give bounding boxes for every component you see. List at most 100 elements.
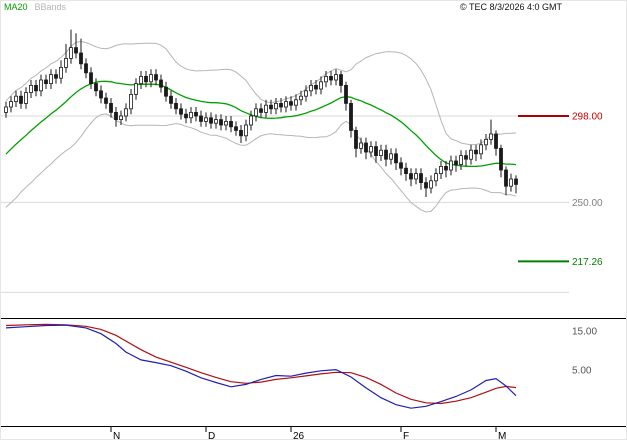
- candle-body: [204, 117, 208, 122]
- candle-body: [474, 149, 478, 155]
- candle-body: [514, 178, 518, 185]
- x-axis-tick-label: M: [498, 431, 506, 440]
- candle-body: [399, 162, 403, 169]
- candle-body: [404, 167, 408, 174]
- candle-body: [479, 144, 483, 155]
- candle-body: [189, 112, 193, 119]
- candle-body: [239, 129, 243, 137]
- candle-body: [14, 95, 18, 102]
- candle-body: [424, 182, 428, 189]
- candle-body: [334, 74, 338, 81]
- candle-body: [159, 79, 163, 88]
- candle-body: [449, 160, 453, 171]
- candle-body: [229, 121, 233, 128]
- price-axis-label: 250.00: [572, 198, 603, 209]
- candle-body: [164, 86, 168, 97]
- candle-body: [84, 63, 88, 74]
- candle-body: [4, 106, 8, 113]
- x-axis-tick-label: N: [113, 431, 120, 440]
- candle-body: [69, 47, 73, 59]
- candle-body: [89, 72, 93, 85]
- candle-body: [384, 149, 388, 160]
- chart-legend: MA20 BBands: [4, 2, 66, 13]
- candle-body: [434, 173, 438, 182]
- candle-body: [494, 133, 498, 149]
- candle-body: [124, 108, 128, 117]
- candle-body: [214, 119, 218, 124]
- candle-body: [324, 76, 328, 83]
- bollinger-upper-line: [5, 40, 517, 146]
- legend-bbands: BBands: [34, 2, 67, 12]
- candle-body: [409, 173, 413, 180]
- candle-body: [309, 85, 313, 92]
- candle-body: [29, 85, 33, 94]
- candle-body: [464, 155, 468, 160]
- candle-body: [244, 124, 248, 137]
- candle-body: [274, 103, 278, 110]
- candle-body: [99, 90, 103, 99]
- candle-body: [184, 113, 188, 119]
- legend-ma20: MA20: [4, 2, 28, 12]
- candle-body: [24, 92, 28, 104]
- candle-body: [299, 95, 303, 101]
- x-axis-tick-label: F: [403, 431, 409, 440]
- candle-body: [304, 90, 308, 97]
- candle-body: [489, 133, 493, 140]
- macd-signal-line: [5, 323, 517, 405]
- candle-body: [414, 173, 418, 180]
- candle-body: [484, 138, 488, 146]
- candle-body: [199, 115, 203, 122]
- candle-body: [289, 101, 293, 106]
- candle-body: [374, 146, 378, 157]
- candle-body: [219, 119, 223, 126]
- candle-body: [109, 103, 113, 113]
- candle-body: [354, 129, 358, 149]
- candle-body: [9, 101, 13, 108]
- candle-body: [174, 103, 178, 110]
- candle-body: [509, 178, 513, 187]
- candle-body: [234, 126, 238, 131]
- candle-body: [79, 52, 83, 65]
- price-axis-label: 298.00: [572, 112, 603, 123]
- candle-body: [104, 97, 108, 104]
- candle-body: [419, 173, 423, 184]
- candle-body: [134, 83, 138, 95]
- candle-body: [389, 153, 393, 160]
- candle-body: [339, 74, 343, 86]
- candle-body: [284, 101, 288, 108]
- x-axis-tick-label: D: [208, 431, 215, 440]
- candle-body: [114, 112, 118, 121]
- x-axis-tick-label: 26: [293, 431, 305, 440]
- candle-body: [459, 155, 463, 166]
- candle-body: [34, 85, 38, 92]
- candle-body: [364, 142, 368, 153]
- candle-body: [249, 115, 253, 126]
- candle-body: [259, 108, 263, 113]
- candle-body: [139, 76, 143, 85]
- candle-body: [179, 108, 183, 115]
- candle-body: [439, 165, 443, 174]
- candle-body: [169, 95, 173, 104]
- candle-body: [54, 74, 58, 79]
- price-axis-label: 217.26: [572, 257, 603, 268]
- candle-body: [19, 95, 23, 104]
- candle-body: [319, 81, 323, 90]
- candle-body: [74, 47, 78, 54]
- candle-body: [49, 74, 53, 84]
- candle-body: [224, 121, 228, 126]
- bollinger-lower-line: [5, 113, 517, 213]
- candle-body: [279, 103, 283, 108]
- candle-body: [344, 85, 348, 104]
- candle-body: [454, 160, 458, 165]
- candle-body: [64, 58, 68, 68]
- candle-body: [499, 147, 503, 171]
- candle-body: [39, 79, 43, 92]
- candle-body: [129, 94, 133, 110]
- candle-body: [254, 108, 258, 117]
- candle-body: [44, 79, 48, 84]
- candle-body: [394, 153, 398, 164]
- ma20-line: [5, 80, 517, 168]
- copyright-timestamp: © TEC 8/3/2026 4:0 GMT: [457, 2, 564, 13]
